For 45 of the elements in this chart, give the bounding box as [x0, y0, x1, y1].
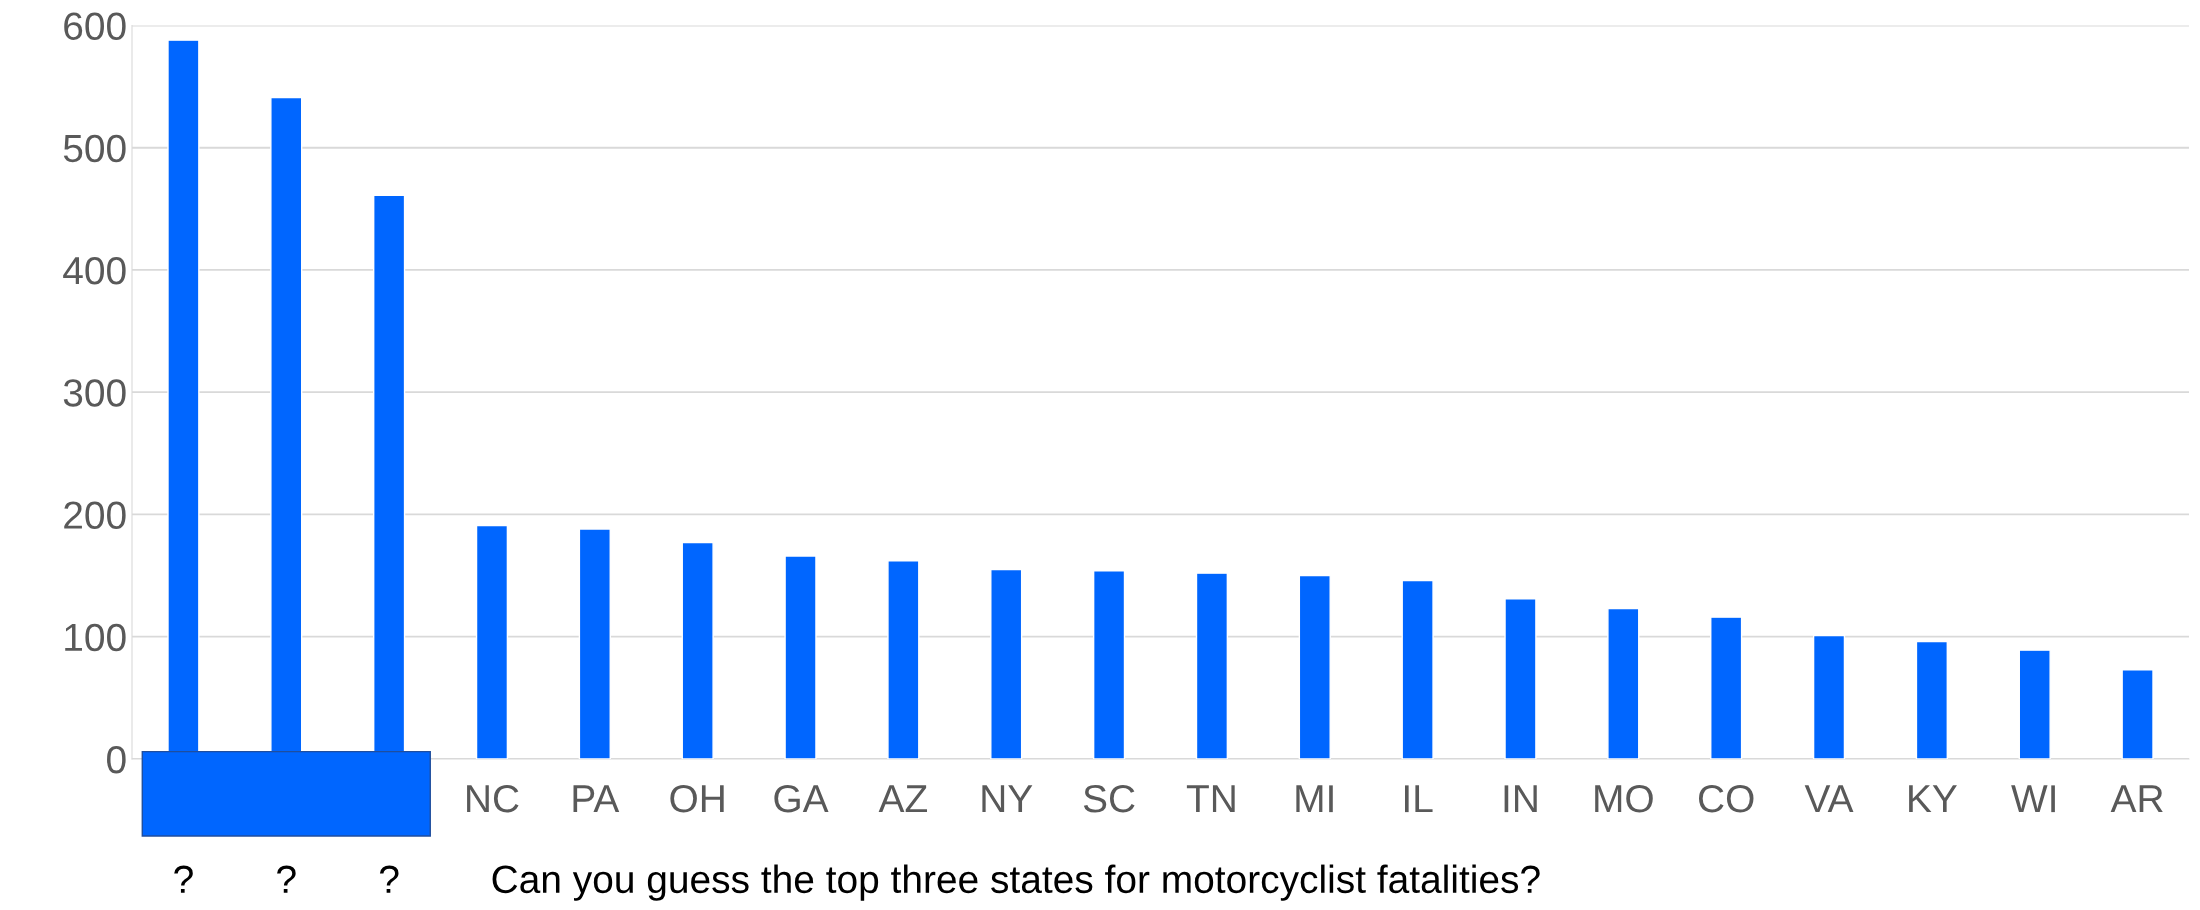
bar: [2121, 669, 2154, 759]
y-tick-label: 100: [65, 623, 126, 652]
text: Can you guess the top three states for motorcyclist fatalities?: [492, 864, 1540, 901]
x-tick-label: IL: [1405, 785, 1433, 813]
x-tick-label: MO: [1595, 784, 1653, 813]
bar: [887, 560, 920, 759]
y-tick-label: 0: [107, 745, 126, 774]
x-tick-label: KY: [1909, 785, 1957, 813]
x-tick-label: OH: [670, 784, 724, 813]
bar: [1298, 574, 1331, 759]
x-tick-label: WI: [2011, 785, 2055, 813]
bar: [784, 555, 817, 759]
bar: [1710, 616, 1743, 759]
x-tick-label: AR: [2110, 785, 2163, 813]
bar: [1401, 579, 1434, 759]
y-tick-label: 400: [63, 256, 126, 285]
y-tick-label: 500: [63, 134, 126, 163]
y-tick-label: 200: [64, 501, 126, 529]
x-tick-label: CO: [1698, 784, 1754, 813]
bar: [1092, 569, 1126, 759]
y-tick-label: 300: [63, 379, 126, 407]
text: ?: [174, 865, 193, 893]
bar: [1607, 607, 1640, 759]
x-tick-label: MI: [1296, 785, 1333, 813]
bar: [1195, 572, 1229, 759]
x-tick-label: IN: [1504, 785, 1537, 813]
text: ?: [277, 865, 296, 893]
x-tick-label: NY: [982, 785, 1033, 813]
text: ?: [379, 865, 399, 893]
bar: [990, 568, 1023, 759]
bar: [1915, 640, 1948, 759]
bar: [2018, 649, 2051, 759]
x-tick-label: SC: [1083, 784, 1135, 813]
x-tick-label: PA: [573, 785, 620, 813]
x-tick-label: AZ: [878, 785, 927, 813]
bar: [681, 541, 714, 759]
bar: [578, 528, 611, 759]
bar: [1504, 598, 1537, 759]
y-tick-label: 600: [64, 12, 126, 40]
x-tick-label: VA: [1804, 785, 1854, 813]
bar: [475, 524, 509, 759]
x-tick-label: TN: [1186, 785, 1235, 813]
x-tick-label: GA: [774, 784, 829, 813]
x-tick-label: NC: [467, 784, 519, 813]
bar: [1812, 634, 1846, 759]
